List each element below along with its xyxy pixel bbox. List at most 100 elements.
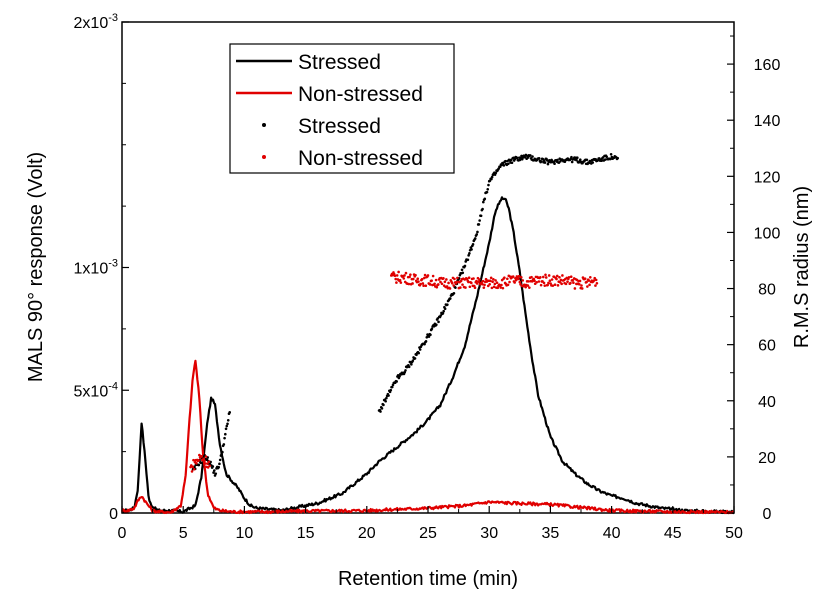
series-dots-stressed: [191, 152, 620, 477]
data-point: [556, 284, 560, 287]
data-point: [428, 283, 432, 286]
data-point: [442, 309, 445, 313]
data-point: [443, 280, 447, 284]
data-point: [609, 152, 613, 156]
y-right-tick-label: 60: [758, 338, 776, 355]
data-point: [461, 271, 465, 275]
data-point: [422, 284, 425, 288]
data-point: [559, 278, 563, 282]
data-point: [418, 348, 422, 351]
x-tick-label: 35: [542, 525, 560, 542]
data-point: [478, 278, 481, 281]
data-point: [467, 280, 470, 284]
data-point: [478, 219, 481, 222]
data-point: [473, 237, 477, 240]
x-tick-label: 5: [179, 525, 188, 542]
data-point: [412, 277, 415, 281]
data-point: [490, 286, 494, 290]
data-point: [434, 278, 438, 282]
data-point: [543, 161, 547, 164]
data-point: [379, 410, 382, 413]
legend-label-nonstressed-dot: Non-stressed: [298, 147, 423, 170]
y-right-tick-label: 100: [754, 225, 781, 242]
data-point: [410, 363, 413, 366]
data-point: [197, 459, 200, 462]
data-point: [514, 278, 518, 282]
data-point: [495, 281, 499, 285]
data-point: [472, 277, 475, 280]
data-point: [467, 276, 471, 280]
y-right-tick-label: 80: [758, 282, 776, 299]
data-point: [544, 273, 547, 277]
data-point: [513, 281, 516, 284]
data-point: [543, 284, 547, 287]
legend-label-nonstressed-line: Non-stressed: [298, 83, 423, 106]
data-point: [539, 283, 543, 287]
data-point: [214, 472, 218, 475]
data-point: [485, 190, 489, 194]
data-point: [452, 291, 456, 295]
data-point: [548, 279, 552, 283]
data-point: [616, 156, 620, 160]
data-point: [450, 281, 454, 285]
data-point: [202, 457, 206, 461]
data-point: [570, 160, 574, 164]
x-tick-label: 10: [236, 525, 254, 542]
data-point: [494, 279, 497, 282]
data-point: [454, 286, 457, 289]
data-point: [547, 281, 550, 285]
data-point: [585, 158, 589, 162]
data-point: [208, 464, 211, 468]
data-point: [502, 164, 506, 167]
data-point: [384, 399, 387, 403]
data-point: [575, 158, 578, 162]
data-point: [583, 277, 587, 280]
data-point: [546, 283, 550, 287]
data-point: [468, 252, 471, 255]
data-point: [407, 365, 411, 369]
x-tick-label: 25: [419, 525, 437, 542]
data-point: [569, 281, 572, 285]
data-point: [220, 452, 223, 456]
data-point: [481, 279, 485, 283]
data-point: [475, 233, 479, 236]
data-point: [197, 463, 201, 467]
y-right-tick-label: 20: [758, 450, 776, 467]
data-point: [481, 207, 484, 211]
data-point: [535, 280, 538, 284]
data-point: [435, 323, 438, 326]
y-right-tick-label: 160: [754, 57, 781, 74]
data-point: [464, 286, 467, 289]
data-point: [192, 458, 195, 462]
data-point: [544, 276, 548, 279]
y-left-tick-label: 0: [109, 506, 118, 523]
data-point: [430, 327, 434, 331]
data-point: [461, 283, 464, 286]
data-point: [500, 283, 503, 287]
legend-marker-nonstressed-dot: [262, 155, 266, 159]
data-point: [395, 274, 399, 277]
y-right-tick-label: 140: [754, 113, 781, 130]
data-point: [200, 455, 203, 458]
data-point: [492, 285, 496, 289]
data-point: [204, 455, 208, 458]
data-point: [496, 286, 500, 290]
data-point: [595, 281, 599, 285]
data-point: [594, 284, 597, 287]
data-point: [482, 286, 486, 289]
data-point: [600, 159, 603, 162]
data-point: [429, 333, 432, 337]
data-point: [397, 270, 400, 274]
data-point: [605, 155, 608, 159]
x-tick-label: 30: [480, 525, 498, 542]
data-point: [570, 155, 573, 159]
data-point: [576, 156, 579, 159]
data-point: [578, 158, 582, 161]
data-point: [399, 281, 403, 284]
data-point: [411, 282, 414, 285]
y-right-tick-label: 120: [754, 169, 781, 186]
data-point: [561, 274, 564, 277]
data-point: [547, 274, 551, 277]
data-point: [569, 275, 573, 279]
data-point: [510, 161, 514, 165]
